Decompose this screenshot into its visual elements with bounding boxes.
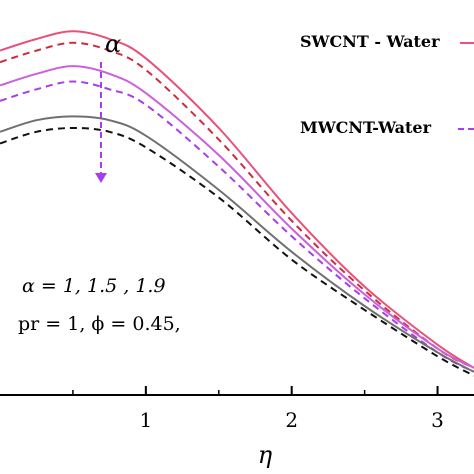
series-line-swcnt-alpha-1-9 [0,115,474,373]
series-line-mwcnt-alpha-1-9 [0,126,474,377]
series-line-swcnt-alpha-1 [0,30,474,369]
legend-entry-swcnt: SWCNT - Water [300,32,440,51]
series-line-mwcnt-alpha-1 [0,41,474,369]
series-line-mwcnt-alpha-1-5 [0,80,474,373]
x-axis-label: η [258,441,273,469]
parameters-annotation: pr = 1, ϕ = 0.45, [18,313,181,335]
legend: SWCNT - Water MWCNT-Water [300,32,474,137]
legend-entry-mwcnt: MWCNT-Water [300,118,432,137]
alpha-arrow-label: α [105,30,121,58]
x-tick-label: 1 [139,408,152,432]
alpha-values-annotation: α = 1, 1.5 , 1.9 [22,275,166,297]
series-line-swcnt-alpha-1-5 [0,65,474,369]
x-ticks: 1 2 3 [72,386,444,432]
series-layer [0,30,474,377]
x-tick-label: 2 [285,408,298,432]
x-tick-label: 3 [431,408,444,432]
